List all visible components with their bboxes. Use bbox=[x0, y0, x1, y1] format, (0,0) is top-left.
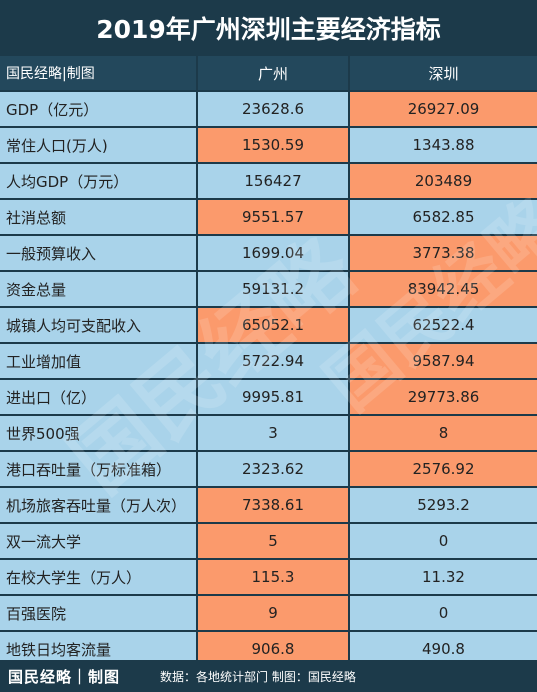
footer-brand: 国民经略｜制图 bbox=[8, 667, 121, 686]
table-row: 常住人口(万人) 1530.59 1343.88 bbox=[0, 128, 537, 162]
row-label: 资金总量 bbox=[0, 272, 196, 306]
shenzhen-value: 0 bbox=[350, 596, 537, 630]
header-label: 国民经略|制图 bbox=[0, 56, 196, 90]
guangzhou-value: 3 bbox=[198, 416, 348, 450]
row-label: 常住人口(万人) bbox=[0, 128, 196, 162]
row-label: 双一流大学 bbox=[0, 524, 196, 558]
table-row: 港口吞吐量（万标准箱） 2323.62 2576.92 bbox=[0, 452, 537, 486]
shenzhen-value: 3773.38 bbox=[350, 236, 537, 270]
shenzhen-value: 29773.86 bbox=[350, 380, 537, 414]
table-row: GDP（亿元） 23628.6 26927.09 bbox=[0, 92, 537, 126]
page-title: 2019年广州深圳主要经济指标 bbox=[0, 0, 537, 56]
row-label: 社消总额 bbox=[0, 200, 196, 234]
shenzhen-value: 83942.45 bbox=[350, 272, 537, 306]
shenzhen-value: 2576.92 bbox=[350, 452, 537, 486]
row-label: 港口吞吐量（万标准箱） bbox=[0, 452, 196, 486]
table-row: 机场旅客吞吐量（万人次） 7338.61 5293.2 bbox=[0, 488, 537, 522]
row-label: GDP（亿元） bbox=[0, 92, 196, 126]
guangzhou-value: 5 bbox=[198, 524, 348, 558]
guangzhou-value: 9995.81 bbox=[198, 380, 348, 414]
guangzhou-value: 65052.1 bbox=[198, 308, 348, 342]
table-row: 进出口（亿） 9995.81 29773.86 bbox=[0, 380, 537, 414]
footer-source: 数据：各地统计部门 制图：国民经略 bbox=[160, 669, 356, 684]
table-row: 一般预算收入 1699.04 3773.38 bbox=[0, 236, 537, 270]
table-row: 在校大学生（万人） 115.3 11.32 bbox=[0, 560, 537, 594]
guangzhou-value: 59131.2 bbox=[198, 272, 348, 306]
header-shenzhen: 深圳 bbox=[350, 56, 537, 90]
row-label: 人均GDP（万元） bbox=[0, 164, 196, 198]
header-guangzhou: 广州 bbox=[198, 56, 348, 90]
shenzhen-value: 6582.85 bbox=[350, 200, 537, 234]
table-row: 世界500强 3 8 bbox=[0, 416, 537, 450]
guangzhou-value: 9551.57 bbox=[198, 200, 348, 234]
table-row: 城镇人均可支配收入 65052.1 62522.4 bbox=[0, 308, 537, 342]
shenzhen-value: 1343.88 bbox=[350, 128, 537, 162]
row-label: 在校大学生（万人） bbox=[0, 560, 196, 594]
shenzhen-value: 203489 bbox=[350, 164, 537, 198]
guangzhou-value: 1530.59 bbox=[198, 128, 348, 162]
shenzhen-value: 26927.09 bbox=[350, 92, 537, 126]
table-row: 社消总额 9551.57 6582.85 bbox=[0, 200, 537, 234]
guangzhou-value: 2323.62 bbox=[198, 452, 348, 486]
table-row: 工业增加值 5722.94 9587.94 bbox=[0, 344, 537, 378]
table-row: 资金总量 59131.2 83942.45 bbox=[0, 272, 537, 306]
guangzhou-value: 5722.94 bbox=[198, 344, 348, 378]
guangzhou-value: 115.3 bbox=[198, 560, 348, 594]
table-row: 双一流大学 5 0 bbox=[0, 524, 537, 558]
table-row: 百强医院 9 0 bbox=[0, 596, 537, 630]
row-label: 进出口（亿） bbox=[0, 380, 196, 414]
row-label: 百强医院 bbox=[0, 596, 196, 630]
footer: 国民经略｜制图 数据：各地统计部门 制图：国民经略 bbox=[0, 660, 537, 692]
guangzhou-value: 9 bbox=[198, 596, 348, 630]
row-label: 世界500强 bbox=[0, 416, 196, 450]
shenzhen-value: 0 bbox=[350, 524, 537, 558]
shenzhen-value: 11.32 bbox=[350, 560, 537, 594]
table-row: 人均GDP（万元） 156427 203489 bbox=[0, 164, 537, 198]
guangzhou-value: 156427 bbox=[198, 164, 348, 198]
table-header: 国民经略|制图 广州 深圳 bbox=[0, 56, 537, 90]
guangzhou-value: 7338.61 bbox=[198, 488, 348, 522]
shenzhen-value: 5293.2 bbox=[350, 488, 537, 522]
row-label: 工业增加值 bbox=[0, 344, 196, 378]
guangzhou-value: 1699.04 bbox=[198, 236, 348, 270]
row-label: 一般预算收入 bbox=[0, 236, 196, 270]
guangzhou-value: 23628.6 bbox=[198, 92, 348, 126]
row-label: 城镇人均可支配收入 bbox=[0, 308, 196, 342]
shenzhen-value: 62522.4 bbox=[350, 308, 537, 342]
row-label: 机场旅客吞吐量（万人次） bbox=[0, 488, 196, 522]
shenzhen-value: 9587.94 bbox=[350, 344, 537, 378]
shenzhen-value: 8 bbox=[350, 416, 537, 450]
